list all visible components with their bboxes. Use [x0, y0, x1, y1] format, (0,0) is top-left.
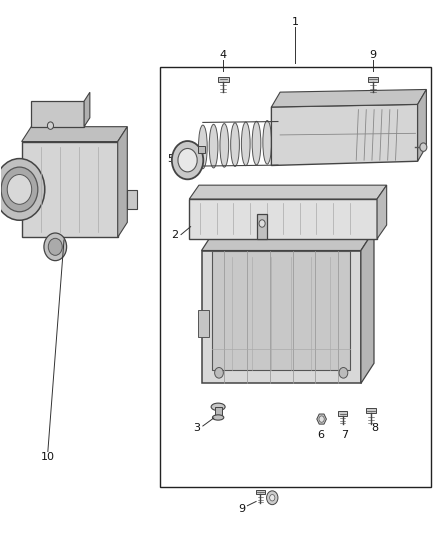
Circle shape: [178, 149, 197, 172]
Polygon shape: [377, 185, 387, 239]
Text: 7: 7: [341, 430, 348, 440]
Polygon shape: [257, 214, 267, 239]
Polygon shape: [21, 127, 127, 142]
Bar: [366, 408, 376, 413]
Text: 10: 10: [41, 452, 55, 462]
Ellipse shape: [198, 125, 207, 168]
Circle shape: [420, 143, 427, 151]
Bar: [218, 77, 229, 82]
Circle shape: [270, 495, 275, 501]
Circle shape: [0, 159, 45, 220]
Bar: [160, 67, 431, 487]
Bar: [201, 251, 361, 383]
Ellipse shape: [212, 415, 224, 420]
Ellipse shape: [252, 122, 261, 165]
Text: 9: 9: [370, 51, 377, 60]
Polygon shape: [272, 90, 426, 107]
Polygon shape: [272, 104, 418, 165]
Circle shape: [172, 141, 203, 179]
Bar: [212, 251, 350, 370]
Polygon shape: [418, 90, 426, 161]
Text: 3: 3: [194, 423, 201, 433]
Text: 5: 5: [167, 154, 174, 164]
Circle shape: [215, 368, 223, 378]
Ellipse shape: [211, 403, 225, 410]
Circle shape: [339, 368, 348, 378]
Bar: [198, 147, 205, 154]
Bar: [256, 490, 265, 494]
Text: 2: 2: [171, 230, 178, 240]
Polygon shape: [189, 185, 387, 199]
Ellipse shape: [220, 124, 229, 167]
Text: 4: 4: [220, 51, 227, 60]
Circle shape: [319, 416, 324, 422]
Ellipse shape: [209, 124, 218, 168]
Polygon shape: [84, 92, 90, 127]
Bar: [31, 101, 84, 127]
Polygon shape: [118, 127, 127, 237]
Bar: [127, 190, 137, 208]
Text: 9: 9: [239, 504, 246, 514]
Circle shape: [259, 220, 265, 227]
Text: 6: 6: [317, 430, 324, 440]
Ellipse shape: [231, 123, 240, 166]
Polygon shape: [361, 230, 374, 383]
Bar: [339, 411, 346, 416]
Circle shape: [44, 233, 67, 261]
Polygon shape: [201, 230, 374, 251]
Circle shape: [267, 491, 278, 505]
Text: 8: 8: [371, 423, 378, 433]
Ellipse shape: [274, 120, 283, 164]
Bar: [21, 142, 118, 237]
Polygon shape: [317, 414, 326, 424]
Circle shape: [1, 167, 38, 212]
Circle shape: [47, 122, 53, 130]
Circle shape: [48, 238, 62, 255]
Ellipse shape: [241, 122, 250, 166]
Bar: [215, 407, 222, 417]
Bar: [368, 77, 378, 82]
Ellipse shape: [263, 120, 272, 164]
Polygon shape: [198, 310, 209, 337]
Circle shape: [7, 174, 32, 204]
Text: 1: 1: [292, 17, 299, 27]
Bar: [189, 199, 377, 239]
